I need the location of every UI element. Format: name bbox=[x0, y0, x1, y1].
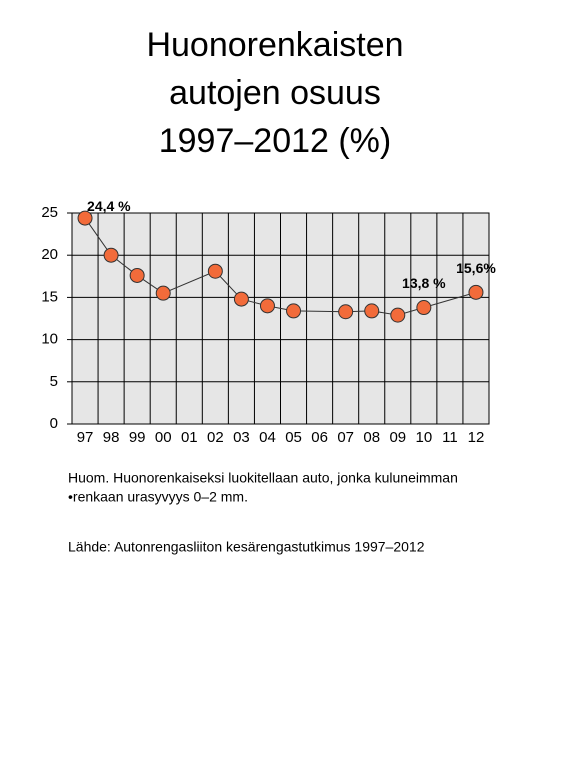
chart-title: autojen osuus bbox=[169, 74, 381, 112]
data-label: 24,4 % bbox=[87, 198, 131, 214]
x-tick-label: 08 bbox=[363, 429, 380, 446]
chart-title: 1997–2012 (%) bbox=[159, 122, 392, 160]
x-tick-label: 05 bbox=[285, 429, 302, 446]
note: •renkaan urasyvyys 0–2 mm. bbox=[68, 489, 248, 505]
y-tick-label: 0 bbox=[50, 415, 58, 432]
y-tick-label: 15 bbox=[41, 288, 58, 305]
chart-title: Huonorenkaisten bbox=[146, 26, 403, 64]
x-tick-label: 97 bbox=[77, 429, 94, 446]
point bbox=[286, 303, 302, 319]
y-tick-label: 5 bbox=[50, 373, 58, 390]
point bbox=[364, 303, 380, 319]
data-label: 13,8 % bbox=[402, 275, 446, 291]
x-tick-label: 11 bbox=[442, 429, 458, 446]
x-tick-label: 10 bbox=[416, 429, 433, 446]
y-tick-label: 25 bbox=[41, 204, 58, 221]
x-tick-label: 00 bbox=[155, 429, 172, 446]
note: Huom. Huonorenkaiseksi luokitellaan auto… bbox=[68, 470, 458, 486]
x-tick-label: 06 bbox=[311, 429, 328, 446]
x-tick-label: 02 bbox=[207, 429, 224, 446]
point bbox=[77, 210, 93, 226]
point bbox=[259, 298, 275, 314]
y-tick-label: 10 bbox=[41, 331, 58, 348]
x-tick-label: 07 bbox=[337, 429, 354, 446]
point bbox=[129, 267, 145, 283]
data-label: 15,6% bbox=[456, 260, 496, 276]
point bbox=[390, 307, 406, 323]
point bbox=[155, 285, 171, 301]
x-tick-label: 98 bbox=[103, 429, 120, 446]
source: Lähde: Autonrengasliiton kesärengastutki… bbox=[68, 539, 425, 555]
point bbox=[207, 263, 223, 279]
x-tick-label: 01 bbox=[181, 429, 198, 446]
point bbox=[416, 300, 432, 316]
x-tick-label: 99 bbox=[129, 429, 146, 446]
point bbox=[338, 304, 354, 320]
x-tick-label: 12 bbox=[468, 429, 485, 446]
y-tick-label: 20 bbox=[41, 246, 58, 263]
point bbox=[233, 291, 249, 307]
x-tick-label: 09 bbox=[389, 429, 406, 446]
x-tick-label: 03 bbox=[233, 429, 250, 446]
point bbox=[468, 284, 484, 300]
point bbox=[103, 247, 119, 263]
x-tick-label: 04 bbox=[259, 429, 276, 446]
